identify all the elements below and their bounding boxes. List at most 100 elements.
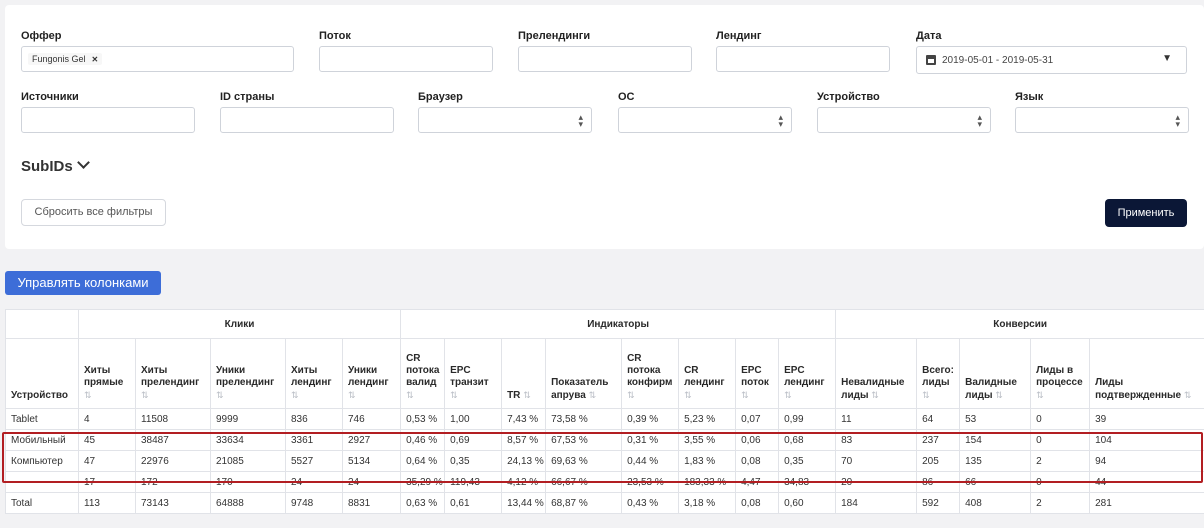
group-header-empty: [5, 309, 79, 339]
column-header[interactable]: Уники прелендинг ⇅: [210, 338, 286, 409]
subids-toggle[interactable]: SubIDs: [21, 156, 90, 175]
manage-columns-button[interactable]: Управлять колонками: [5, 271, 161, 295]
sort-icon[interactable]: ⇅: [348, 390, 356, 400]
sort-icon[interactable]: ⇅: [995, 390, 1003, 400]
caret-down-icon: ▼: [1162, 53, 1172, 64]
table-cell: 3,55 %: [678, 429, 737, 451]
table-cell: 23,53 %: [621, 471, 680, 493]
sort-icon[interactable]: ⇅: [588, 390, 597, 400]
column-header[interactable]: EPC поток ⇅: [735, 338, 780, 409]
prelandings-label: Прелендинги: [518, 30, 591, 42]
sources-input[interactable]: [21, 107, 195, 133]
column-header[interactable]: CR потока конфирм ⇅: [621, 338, 680, 409]
column-header-label: Уники прелендинг: [216, 365, 275, 388]
table-cell: 0,61: [444, 492, 503, 514]
column-header-label: EPC транзит: [450, 365, 489, 388]
column-header[interactable]: EPC лендинг ⇅: [778, 338, 837, 409]
table-cell: 4: [78, 408, 136, 430]
sort-icon[interactable]: ⇅: [922, 390, 930, 400]
sort-icon[interactable]: ⇅: [523, 390, 531, 400]
table-cell: 281: [1089, 492, 1204, 514]
apply-button[interactable]: Применить: [1105, 199, 1187, 227]
table-cell: 104: [1089, 429, 1204, 451]
offer-select[interactable]: Fungonis Gel ✕: [21, 46, 294, 72]
table-cell: 113: [78, 492, 136, 514]
chevron-down-icon: [76, 156, 90, 169]
offer-tag[interactable]: Fungonis Gel ✕: [28, 53, 103, 65]
sort-icon[interactable]: ⇅: [141, 390, 149, 400]
column-header[interactable]: CR потока валид ⇅: [400, 338, 446, 409]
table-cell: 22976: [135, 450, 211, 472]
sort-icon[interactable]: ⇅: [784, 390, 792, 400]
language-select[interactable]: ▴ ▾: [1015, 107, 1189, 133]
table-cell: 64888: [210, 492, 286, 514]
sort-icon[interactable]: ⇅: [1183, 390, 1192, 400]
column-header[interactable]: TR ⇅: [501, 338, 547, 409]
device-select[interactable]: ▴ ▾: [817, 107, 991, 133]
table-row: Total 113 73143 64888 9748 8831 0,63 % 0,61 13,4…: [5, 492, 1204, 514]
remove-tag-icon[interactable]: ✕: [91, 55, 99, 64]
sort-icon[interactable]: ⇅: [1036, 390, 1044, 400]
column-header[interactable]: Всего: лиды ⇅: [916, 338, 961, 409]
table-cell: 0,08: [735, 450, 780, 472]
table-cell: 21085: [210, 450, 286, 472]
stream-input[interactable]: [319, 46, 493, 72]
sort-icon[interactable]: ⇅: [684, 390, 692, 400]
column-header[interactable]: Лиды подтвержденные ⇅: [1089, 338, 1204, 409]
sort-icon[interactable]: ⇅: [871, 390, 879, 400]
table-cell: 2: [1030, 450, 1091, 472]
sort-icon[interactable]: ⇅: [406, 390, 414, 400]
table-cell: 83: [835, 429, 918, 451]
table-cell: 0,06: [735, 429, 780, 451]
table-cell: 746: [341, 408, 402, 430]
browser-select[interactable]: ▴ ▾: [418, 107, 592, 133]
table-cell: 5,23 %: [678, 408, 737, 430]
sort-icon[interactable]: ⇅: [84, 390, 92, 400]
table-cell: 170: [210, 471, 286, 493]
column-header[interactable]: Лиды в процессе ⇅: [1030, 338, 1091, 409]
sort-icon[interactable]: ⇅: [741, 390, 749, 400]
column-header-label: CR лендинг: [684, 365, 725, 388]
table-cell: 66: [959, 471, 1032, 493]
landing-input[interactable]: [716, 46, 890, 72]
table-cell: 172: [135, 471, 211, 493]
prelandings-input[interactable]: [518, 46, 692, 72]
table-cell: 119,43: [444, 471, 503, 493]
table-cell: 5134: [341, 450, 402, 472]
column-header[interactable]: Устройство: [5, 338, 79, 409]
column-header[interactable]: Невалидные лиды ⇅: [835, 338, 918, 409]
table-cell: 66,67 %: [545, 471, 623, 493]
language-label: Язык: [1015, 91, 1044, 103]
sort-icon[interactable]: ⇅: [627, 390, 635, 400]
os-select[interactable]: ▴ ▾: [618, 107, 792, 133]
column-header[interactable]: Хиты прелендинг ⇅: [135, 338, 211, 409]
column-header[interactable]: Хиты лендинг ⇅: [285, 338, 343, 409]
table-cell: 205: [916, 450, 961, 472]
sort-icon[interactable]: ⇅: [216, 390, 224, 400]
select-arrows-icon: ▴ ▾: [977, 112, 982, 129]
column-header[interactable]: EPC транзит ⇅: [444, 338, 503, 409]
column-header[interactable]: Хиты прямые ⇅: [78, 338, 136, 409]
column-header-label: TR: [507, 390, 521, 401]
column-header[interactable]: CR лендинг ⇅: [678, 338, 737, 409]
table-cell: 35,29 %: [400, 471, 446, 493]
column-header-label: EPC поток: [741, 365, 769, 388]
column-header[interactable]: Уники лендинг ⇅: [341, 338, 402, 409]
table-cell: 0,35: [444, 450, 503, 472]
table-cell: 9748: [285, 492, 343, 514]
offer-label: Оффер: [21, 30, 62, 42]
reset-filters-button[interactable]: Сбросить все фильтры: [21, 199, 166, 226]
table-cell: Total: [5, 492, 79, 514]
sort-icon[interactable]: ⇅: [450, 390, 458, 400]
table-cell: 0,63 %: [400, 492, 446, 514]
date-range-picker[interactable]: 2019-05-01 - 2019-05-31 ▼: [916, 46, 1187, 74]
group-header-indicators: Индикаторы: [400, 309, 837, 339]
country-id-input[interactable]: [220, 107, 394, 133]
column-header[interactable]: Валидные лиды ⇅: [959, 338, 1032, 409]
table-cell: 17: [78, 471, 136, 493]
column-header[interactable]: Показатель апрува ⇅: [545, 338, 623, 409]
sort-icon[interactable]: ⇅: [291, 390, 299, 400]
table-cell: 9999: [210, 408, 286, 430]
table-cell: Tablet: [5, 408, 79, 430]
table-cell: 33634: [210, 429, 286, 451]
